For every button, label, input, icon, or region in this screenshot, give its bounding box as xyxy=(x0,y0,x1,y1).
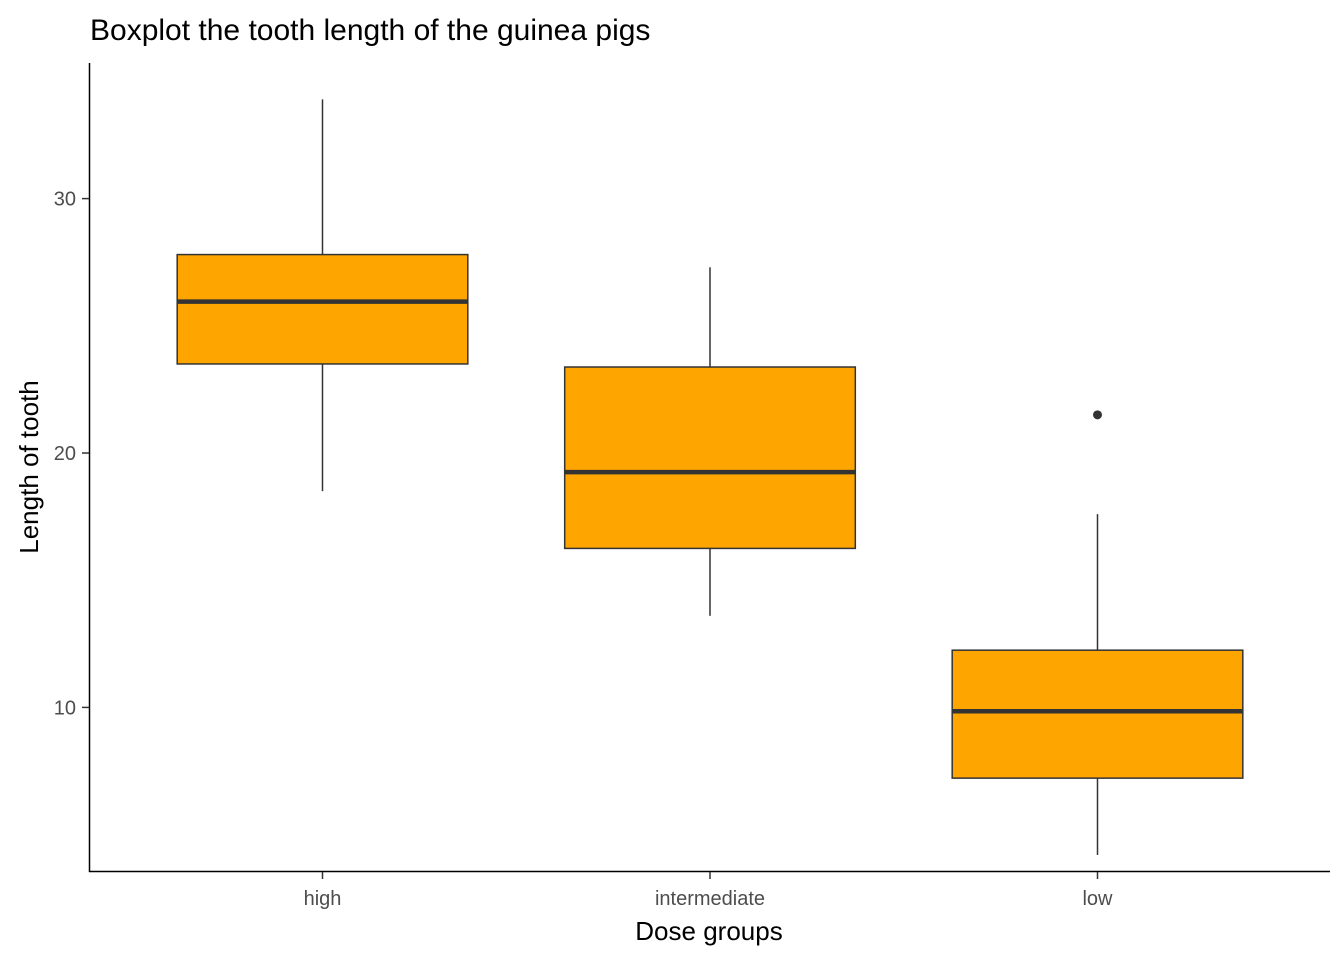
outlier-point xyxy=(1093,410,1102,419)
plot-area xyxy=(177,99,1243,855)
x-axis-title: Dose groups xyxy=(635,916,782,946)
y-axis-ticks: 10 20 30 xyxy=(54,189,89,720)
box-iqr xyxy=(952,650,1243,778)
x-axis-ticks: high intermediate low xyxy=(304,872,1113,910)
x-tick-label: high xyxy=(304,888,342,910)
box-iqr xyxy=(565,367,856,548)
box-group-high xyxy=(177,99,468,491)
y-axis-title: Length of tooth xyxy=(14,380,44,553)
box-group-intermediate xyxy=(565,267,856,616)
y-tick-label: 10 xyxy=(54,697,76,719)
chart-title: Boxplot the tooth length of the guinea p… xyxy=(90,14,650,47)
box-iqr xyxy=(177,255,468,364)
y-tick-label: 30 xyxy=(54,189,76,211)
box-group-low xyxy=(952,410,1243,855)
x-tick-label: intermediate xyxy=(655,888,765,910)
y-tick-label: 20 xyxy=(54,443,76,465)
x-tick-label: low xyxy=(1082,888,1113,910)
